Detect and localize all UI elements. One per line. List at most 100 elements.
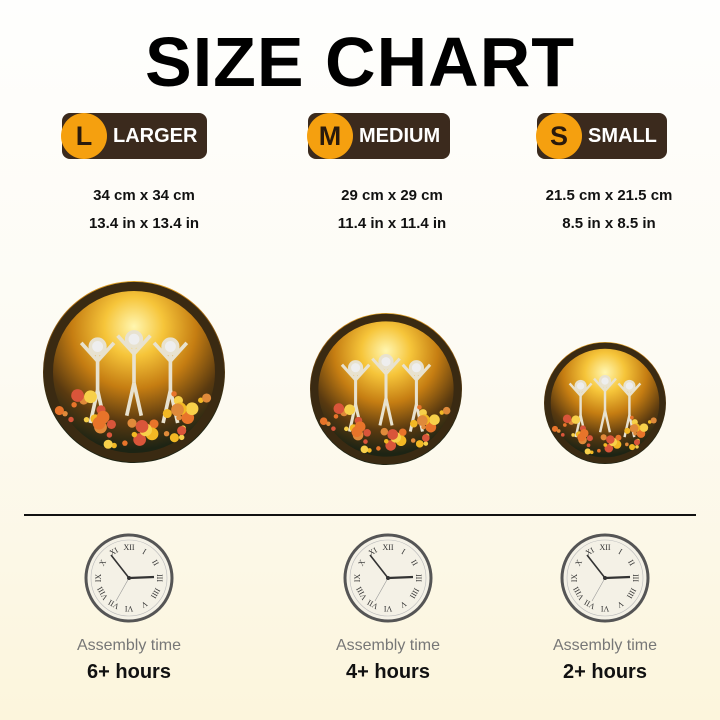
dimensions-large: 34 cm x 34 cm 13.4 in x 13.4 in (24, 182, 264, 238)
flower (417, 404, 422, 410)
clock-numeral: X (97, 558, 108, 568)
divider (24, 514, 696, 516)
flower (331, 426, 336, 431)
clock-numeral: II (150, 558, 161, 567)
flower (625, 442, 629, 447)
flower (586, 443, 591, 448)
clock-numeral: XII (123, 543, 134, 552)
flower (635, 444, 639, 449)
clock-numeral: XII (599, 543, 610, 552)
flower (629, 443, 636, 451)
size-letter: S (536, 113, 582, 159)
flower (415, 440, 424, 448)
flower (83, 416, 90, 423)
flower (384, 439, 389, 444)
flower (633, 431, 637, 436)
clock-numeral: II (409, 558, 420, 567)
clock-numeral: V (615, 599, 625, 610)
clock-numeral: XII (382, 543, 393, 552)
puzzle-image-small (544, 342, 666, 464)
clock-numeral: III (414, 574, 423, 582)
flower (106, 432, 113, 438)
flower (62, 410, 68, 417)
clock-numeral: X (573, 558, 584, 568)
assembly-time: 2+ hours (563, 661, 647, 683)
dimension-in: 11.4 in x 11.4 in (337, 215, 447, 232)
flower (579, 428, 589, 438)
skeleton-figure (116, 330, 152, 417)
clock-numeral: IX (570, 574, 579, 583)
clock-numeral: I (141, 547, 148, 556)
flower (556, 429, 561, 433)
flower (584, 448, 591, 455)
flower (106, 419, 116, 429)
flower (630, 415, 634, 420)
flower (597, 448, 601, 453)
flower (171, 403, 184, 417)
assembly-label: Assembly time (552, 637, 658, 654)
flower (422, 434, 430, 442)
puzzle-image-large (43, 281, 225, 463)
flower (71, 402, 77, 408)
dimensions-small: 21.5 cm x 21.5 cm 8.5 in x 8.5 in (489, 182, 720, 238)
clock-numeral: III (155, 574, 164, 582)
flower (84, 390, 97, 404)
clock-icon: XII I II III IIII V VI VII VIII IX X XI (560, 533, 650, 623)
flower (202, 393, 212, 403)
clock-numeral: VI (124, 604, 133, 613)
flower (131, 431, 138, 438)
flower (429, 414, 440, 426)
flower (615, 434, 622, 441)
clock-numeral: II (626, 558, 637, 567)
flower (333, 403, 345, 414)
flower (169, 433, 179, 443)
size-badge-small: S SMALL (536, 113, 667, 159)
assembly-time: 4+ hours (346, 661, 430, 683)
skeleton-figure (371, 354, 401, 426)
flower (122, 440, 128, 446)
flower (360, 445, 369, 454)
clock-icon: XII I II III IIII V VI VII VIII IX X XI (343, 533, 433, 623)
flower (562, 414, 572, 424)
flower (367, 448, 372, 453)
dimension-in: 8.5 in x 8.5 in (562, 215, 656, 232)
flower (135, 420, 149, 433)
flower (380, 427, 389, 436)
flower (344, 426, 349, 432)
page-title: SIZE CHART (145, 23, 575, 101)
flower (177, 426, 187, 436)
flower (178, 434, 185, 441)
clock-numeral: V (139, 599, 149, 610)
flower (586, 435, 593, 442)
flower (96, 410, 110, 424)
flower (633, 439, 641, 446)
dimension-cm: 29 cm x 29 cm (341, 187, 443, 204)
size-letter: L (61, 113, 107, 159)
flower (563, 423, 567, 427)
flower (185, 402, 199, 416)
flower (162, 408, 172, 419)
dimension-in: 13.4 in x 13.4 in (88, 215, 200, 232)
size-letter: M (307, 113, 353, 159)
flower (68, 416, 74, 423)
puzzle-image-medium (310, 313, 462, 465)
clock-numeral: I (617, 547, 624, 556)
flower (363, 439, 368, 444)
flower (149, 419, 159, 429)
assembly-time: 6+ hours (87, 661, 171, 683)
flower (629, 424, 639, 433)
flower (589, 450, 594, 455)
assembly-label: Assembly time (76, 637, 182, 654)
dimensions-medium: 29 cm x 29 cm 11.4 in x 11.4 in (272, 182, 512, 238)
flower (326, 421, 331, 427)
clock-numeral: I (400, 547, 407, 556)
clock-numeral: IX (94, 574, 103, 583)
flower (387, 429, 399, 440)
flower (171, 391, 177, 397)
size-name: SMALL (588, 124, 657, 147)
size-name: LARGER (113, 124, 198, 147)
dimension-cm: 21.5 cm x 21.5 cm (545, 187, 673, 204)
flower (319, 417, 328, 426)
skeleton-figure (593, 374, 617, 433)
flower (111, 442, 117, 449)
